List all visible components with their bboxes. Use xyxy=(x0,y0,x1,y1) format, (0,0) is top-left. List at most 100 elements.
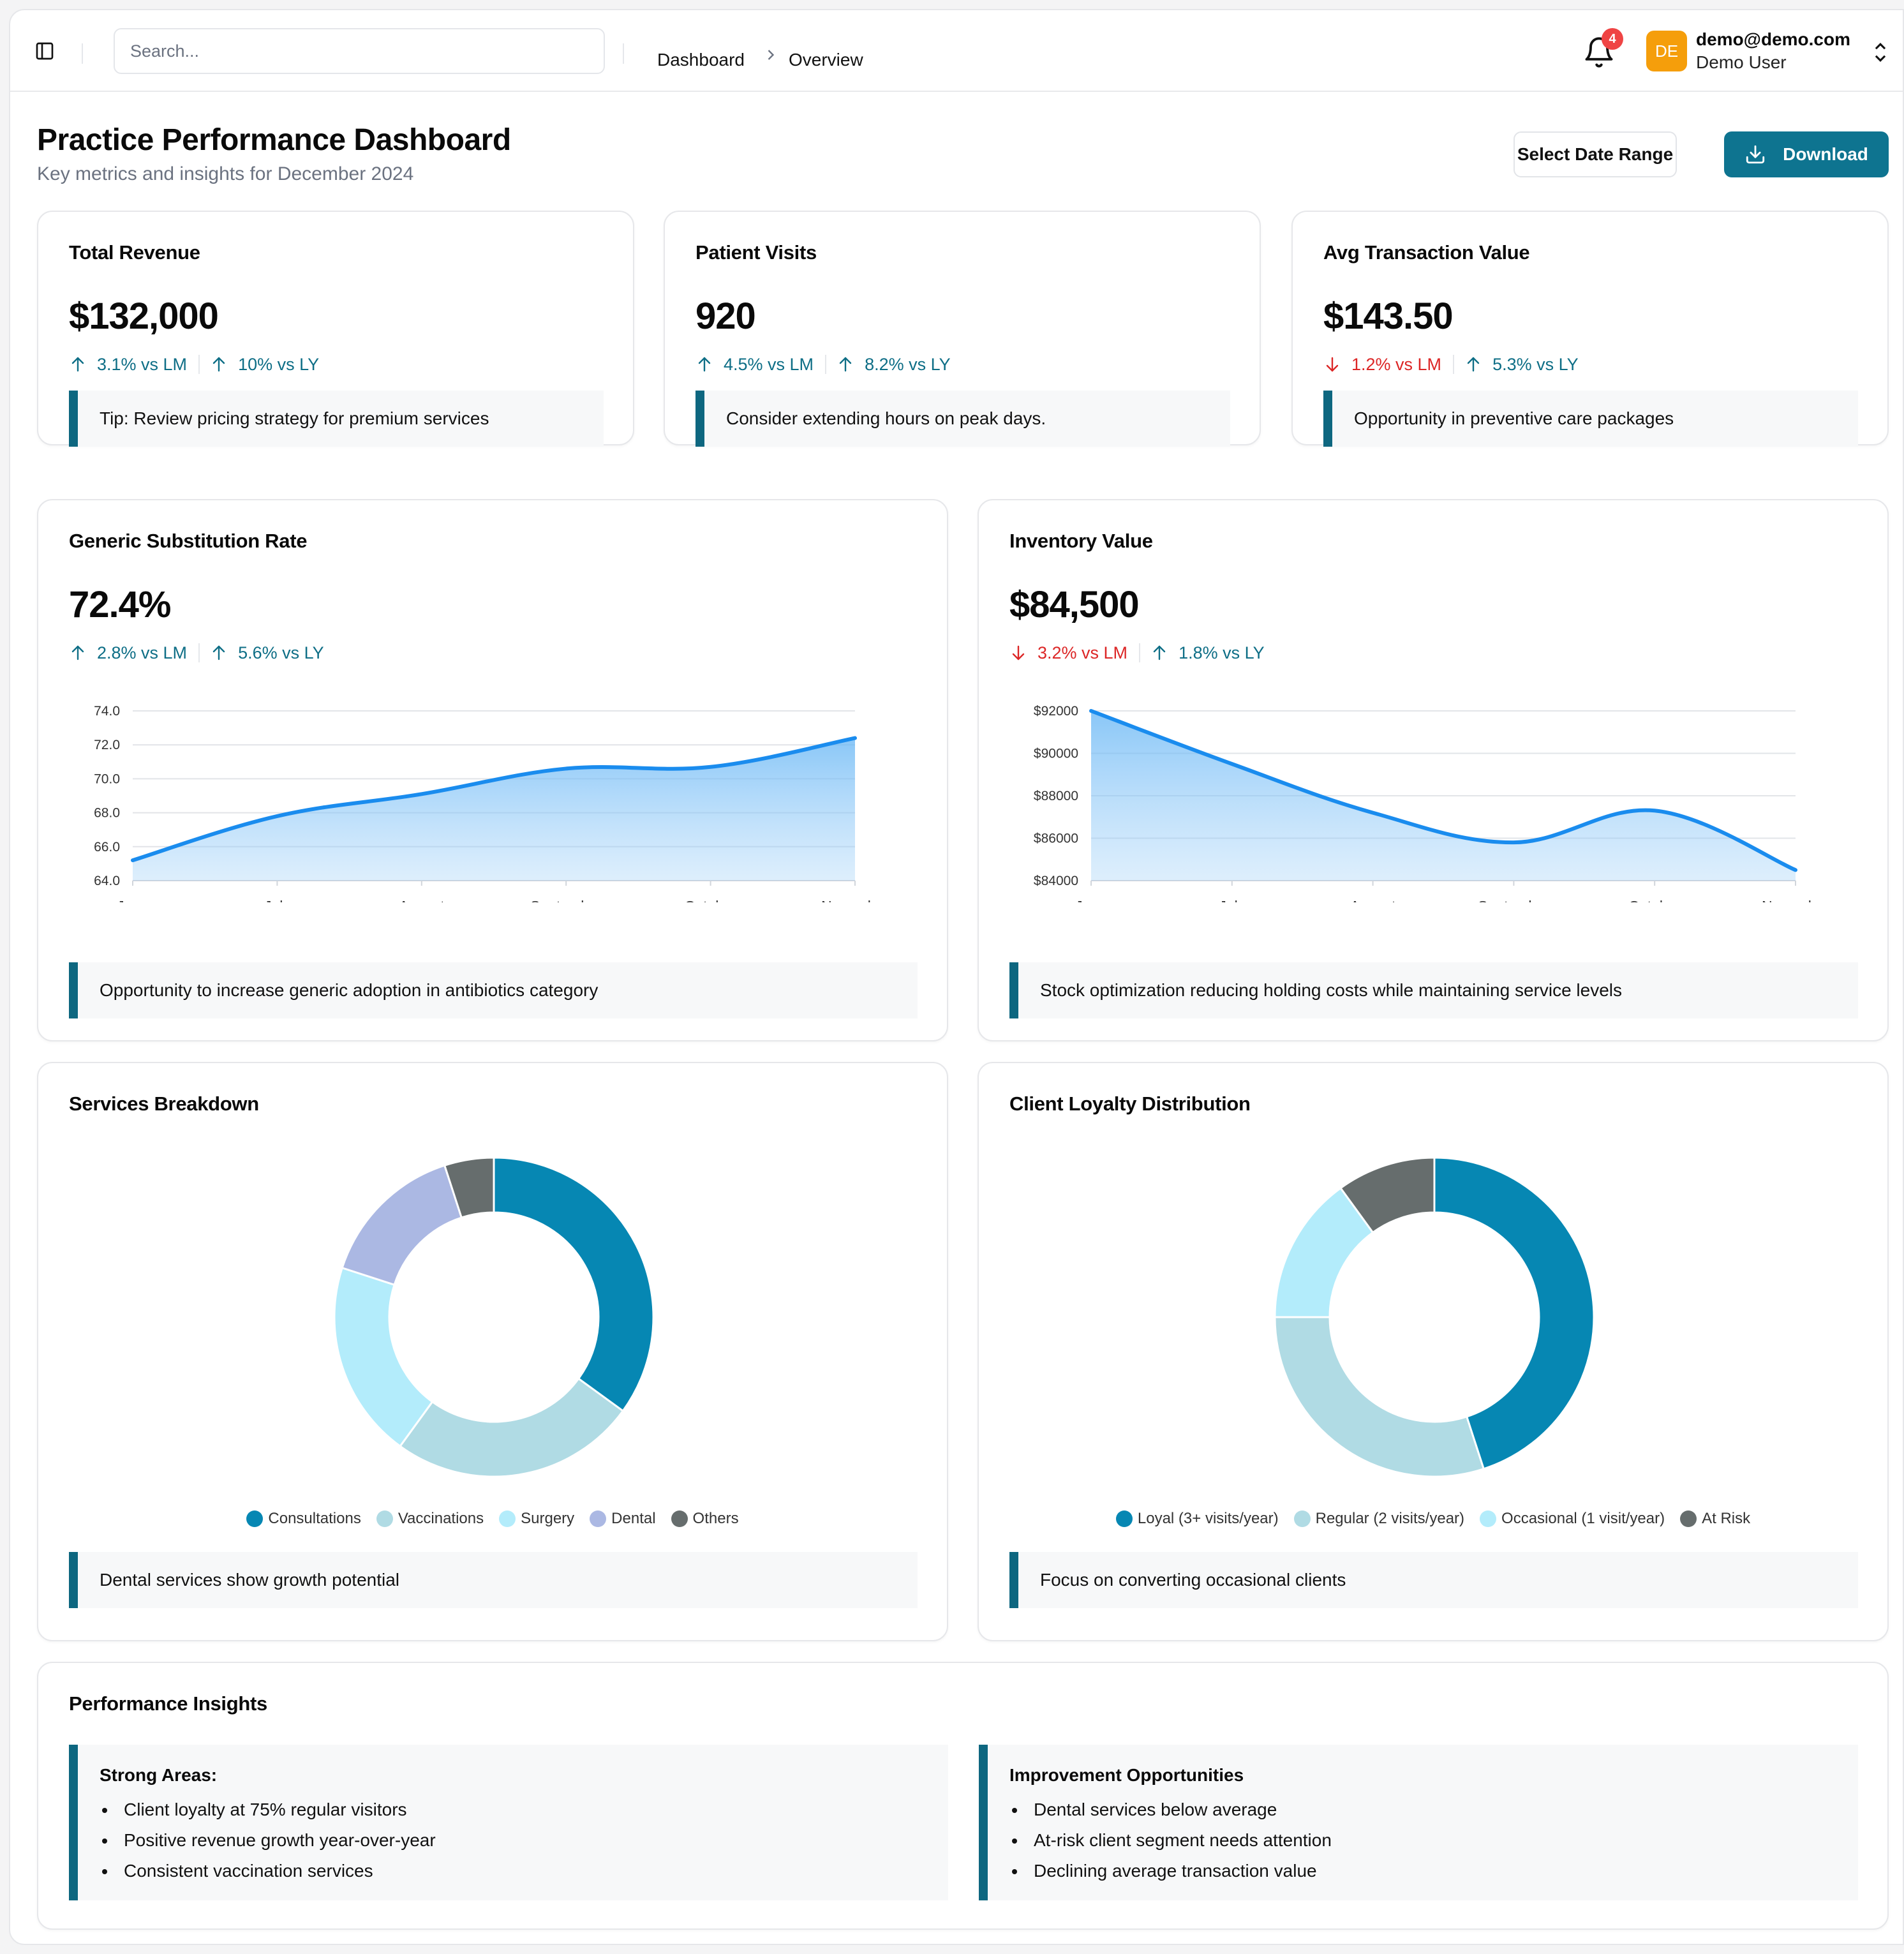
arrow-up-icon xyxy=(71,645,84,660)
trend-item: 1.8% vs LY xyxy=(1152,643,1265,663)
tip-box: Tip: Review pricing strategy for premium… xyxy=(69,391,604,447)
legend-item[interactable]: Loyal (3+ visits/year) xyxy=(1115,1510,1279,1528)
tip-box: Opportunity in preventive care packages xyxy=(1323,391,1858,447)
donut-slice xyxy=(1339,1156,1436,1234)
series-line xyxy=(131,736,857,863)
select-date-range-button[interactable]: Select Date Range xyxy=(1514,131,1677,177)
bell-icon[interactable] xyxy=(1582,36,1616,69)
legend-label: Others xyxy=(692,1510,739,1527)
data-point xyxy=(1794,869,1797,872)
tip-box: Dental services show growth potential xyxy=(69,1552,918,1608)
card-title: Performance Insights xyxy=(69,1692,267,1715)
legend-swatch xyxy=(376,1510,393,1527)
legend-item[interactable]: Dental xyxy=(590,1510,656,1528)
legend-swatch xyxy=(671,1510,688,1527)
legend-label: Surgery xyxy=(521,1510,575,1527)
legend-swatch xyxy=(1115,1510,1133,1527)
donut-slice xyxy=(443,1156,495,1219)
chart-card-client-loyalty: Client Loyalty Distribution Loyal (3+ vi… xyxy=(978,1062,1889,1641)
kpi-card-total-revenue: Total Revenue $132,000 3.1% vs LM 10% vs … xyxy=(37,211,634,447)
donut-slice xyxy=(1433,1156,1595,1470)
list-item: Declining average transaction value xyxy=(1009,1856,1332,1886)
avatar[interactable]: DE xyxy=(1646,31,1687,71)
legend-item[interactable]: Regular (2 visits/year) xyxy=(1293,1510,1465,1528)
sidebar-toggle-icon[interactable] xyxy=(34,41,55,61)
user-name[interactable]: Demo User xyxy=(1696,52,1787,72)
y-tick-label: 64.0 xyxy=(94,874,120,888)
series-area xyxy=(1091,711,1796,881)
loyalty-donut-chart xyxy=(1274,1156,1595,1478)
kpi-card-avg-transaction: Avg Transaction Value $143.50 1.2% vs LM… xyxy=(1291,211,1889,447)
card-title: Patient Visits xyxy=(695,241,817,264)
list-item: Dental services below average xyxy=(1009,1794,1332,1825)
app-window: Dashboard Overview 4 DE demo@demo.com De… xyxy=(9,9,1904,1945)
list-item: Positive revenue growth year-over-year xyxy=(100,1825,436,1856)
top-bar: Dashboard Overview 4 DE demo@demo.com De… xyxy=(10,10,1903,92)
legend-item[interactable]: Consultations xyxy=(246,1510,361,1528)
download-button[interactable]: Download xyxy=(1724,131,1889,177)
legend-label: Loyal (3+ visits/year) xyxy=(1137,1510,1279,1527)
y-tick-label: $92000 xyxy=(1034,704,1078,719)
x-tick-label: June xyxy=(117,898,149,902)
list-item: Client loyalty at 75% regular visitors xyxy=(100,1794,436,1825)
legend-label: Consultations xyxy=(268,1510,361,1527)
trend-divider xyxy=(825,355,827,374)
tip-box: Focus on converting occasional clients xyxy=(1009,1552,1858,1608)
user-email[interactable]: demo@demo.com xyxy=(1696,29,1851,49)
breadcrumb-overview: Overview xyxy=(789,50,863,70)
trend-text: 5.3% vs LY xyxy=(1492,354,1579,374)
chart-card-generic-substitution: Generic Substitution Rate 72.4% 2.8% vs … xyxy=(37,499,948,1041)
legend-item[interactable]: At Risk xyxy=(1680,1510,1750,1528)
legend-item[interactable]: Vaccinations xyxy=(376,1510,484,1528)
y-tick-label: 66.0 xyxy=(94,840,120,854)
trend-divider xyxy=(198,355,200,374)
trend-item: 4.5% vs LM xyxy=(697,355,814,375)
improvement-box: Improvement Opportunities Dental service… xyxy=(979,1745,1858,1900)
trend-text: 10% vs LY xyxy=(238,354,320,374)
search-input[interactable] xyxy=(114,28,605,74)
data-point xyxy=(1371,811,1374,814)
arrow-up-icon xyxy=(1467,357,1480,372)
x-tick-label: July xyxy=(264,898,290,902)
data-point xyxy=(131,859,134,862)
trend-item: 2.8% vs LM xyxy=(70,643,187,663)
strong-areas-list: Client loyalty at 75% regular visitors P… xyxy=(100,1794,436,1886)
legend-swatch xyxy=(1680,1510,1697,1527)
card-title: Avg Transaction Value xyxy=(1323,241,1530,264)
trend-text: 4.5% vs LM xyxy=(724,354,814,374)
arrow-up-icon xyxy=(839,357,852,372)
chart-card-inventory-value: Inventory Value $84,500 3.2% vs LM 1.8% v… xyxy=(978,499,1889,1041)
series-area xyxy=(133,738,855,881)
generic-substitution-chart: 74.0 72.0 70.0 68.0 66.0 64.0 June July August Se… xyxy=(94,704,889,902)
performance-insights-card: Performance Insights Strong Areas: Clien… xyxy=(37,1662,1889,1930)
series-line xyxy=(1089,709,1797,872)
x-tick-label: July xyxy=(1219,898,1245,902)
divider xyxy=(82,43,83,64)
arrow-down-icon xyxy=(1326,357,1339,372)
chevrons-up-down-icon[interactable] xyxy=(1870,40,1891,65)
card-title: Services Breakdown xyxy=(69,1093,259,1115)
trend-item: 8.2% vs LY xyxy=(838,355,951,375)
improvement-list: Dental services below average At-risk cl… xyxy=(1009,1794,1332,1886)
legend-label: Regular (2 visits/year) xyxy=(1315,1510,1465,1527)
y-tick-label: $86000 xyxy=(1034,832,1078,846)
legend-label: Dental xyxy=(611,1510,656,1527)
x-tick-label: September xyxy=(1478,898,1550,902)
trend-text: 5.6% vs LY xyxy=(238,643,324,662)
card-value: $132,000 xyxy=(69,295,219,337)
trend-text: 3.1% vs LM xyxy=(97,354,188,374)
page-subtitle: Key metrics and insights for December 20… xyxy=(37,163,414,184)
legend-item[interactable]: Surgery xyxy=(499,1510,574,1528)
data-point xyxy=(1090,710,1092,712)
legend-item[interactable]: Occasional (1 visit/year) xyxy=(1480,1510,1665,1528)
trend-text: 8.2% vs LY xyxy=(865,354,951,374)
trend-item: 3.2% vs LM xyxy=(1011,643,1127,663)
legend-swatch xyxy=(590,1510,607,1527)
chevron-right-icon xyxy=(768,50,775,60)
y-tick-label: $88000 xyxy=(1034,789,1078,803)
breadcrumb-dashboard[interactable]: Dashboard xyxy=(657,50,745,70)
card-title: Total Revenue xyxy=(69,241,200,264)
y-tick-label: 74.0 xyxy=(94,704,120,719)
x-tick-label: October xyxy=(685,898,737,902)
legend-item[interactable]: Others xyxy=(671,1510,739,1528)
